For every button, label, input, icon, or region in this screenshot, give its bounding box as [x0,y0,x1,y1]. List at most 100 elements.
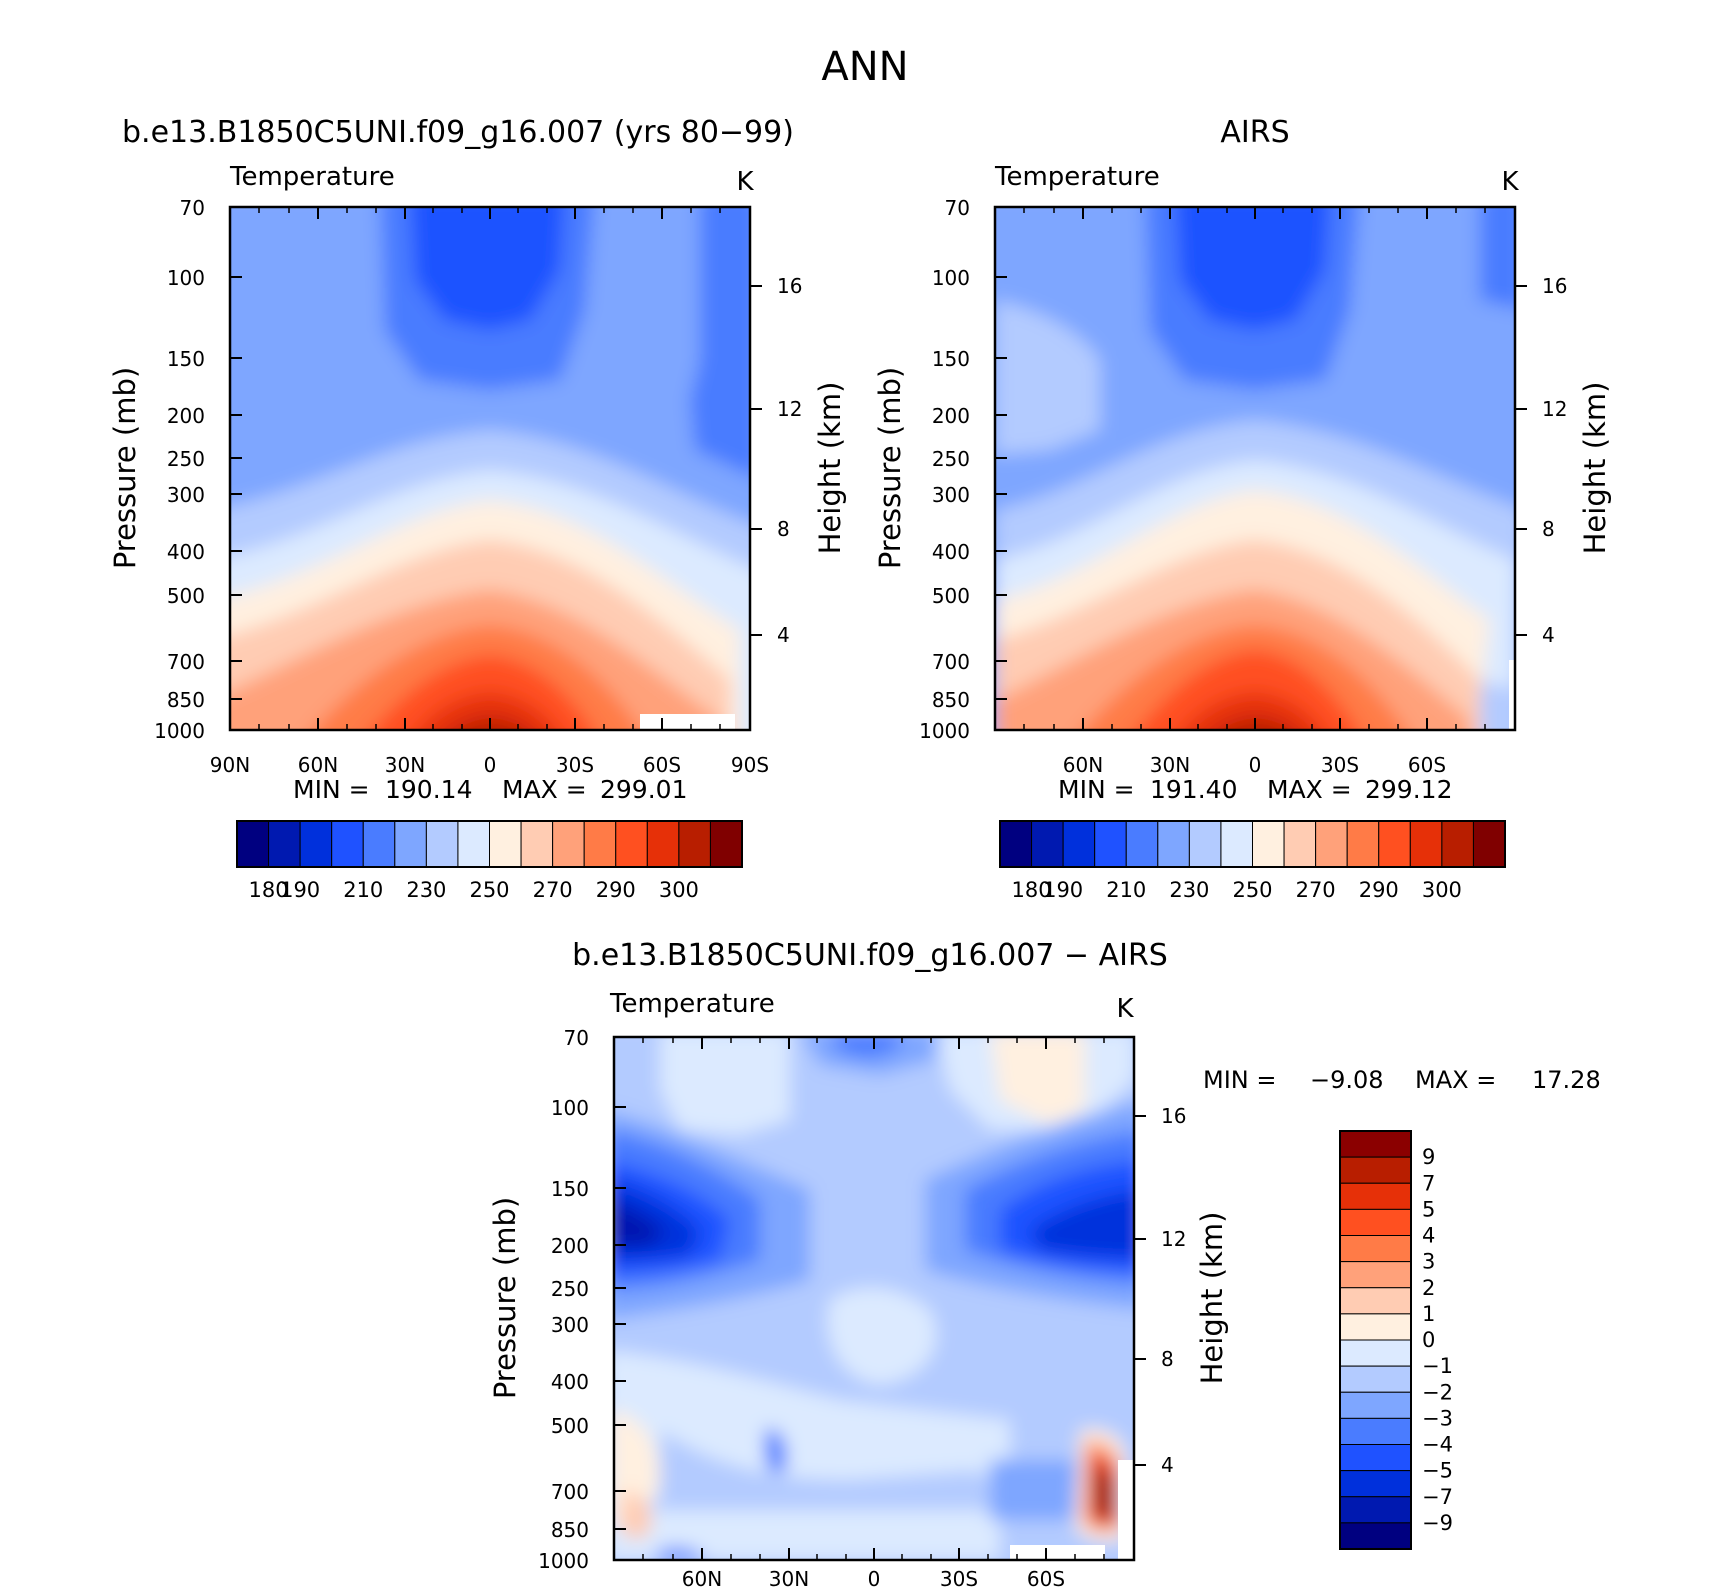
colorbar-swatch [394,820,427,868]
colorbar-swatch [425,820,459,868]
colorbar-swatch [1339,1261,1412,1289]
colorbar-swatch [268,820,301,868]
colorbar-label: 230 [406,878,446,902]
contour-fill-model-cold-core [410,207,564,330]
panel-airs: AIRS Temperature K [873,115,1612,902]
panel-model-min-value: 190.14 [385,775,472,804]
y-tick-label: 100 [551,1096,589,1120]
x-tick-label: 60N [1063,753,1103,777]
colorbar-swatch [1094,820,1127,868]
panel-difference-ticks [614,1036,1146,1561]
panel-model-min-label: MIN = [293,775,370,804]
x-tick-label: 30S [940,1567,978,1590]
colorbar-swatch [1339,1496,1412,1524]
y-tick-label: 500 [167,584,205,608]
colorbar-frame [236,820,743,868]
colorbar-label: 190 [1043,878,1083,902]
colorbar-swatch [678,820,711,868]
colorbar-swatch [1339,1182,1412,1210]
y-tick-label: 70 [564,1026,589,1050]
y-tick-label: 100 [167,266,205,290]
panel-airs-max-label: MAX = [1267,775,1352,804]
colorbar-label: 4 [1422,1224,1435,1248]
panel-airs-units: K [1501,167,1519,197]
colorbar-label: 300 [1422,878,1462,902]
colorbar-swatch [1339,1417,1412,1445]
panel-model-y-tick-labels: 70 100 150 200 250 300 400 500 700 850 1… [154,196,205,743]
panel-difference-max-value: 17.28 [1532,1066,1601,1094]
panel-airs-title: AIRS [1220,115,1289,150]
colorbar-label: −4 [1422,1433,1453,1457]
y-tick-label: 1000 [919,719,970,743]
colorbar-swatch [1031,820,1064,868]
colorbar-label: 1 [1422,1302,1435,1326]
height-tick-label: 8 [777,517,790,541]
colorbar-label: 7 [1422,1171,1435,1195]
y-tick-label: 150 [932,347,970,371]
colorbar-label: 3 [1422,1250,1435,1274]
colorbar-swatch [1409,820,1443,868]
x-tick-label: 0 [868,1567,881,1590]
contour-fill-diff-sh-surface-core [1095,1469,1114,1519]
y-tick-label: 850 [551,1518,589,1542]
panel-difference-contour-fills [614,1037,1134,1560]
colorbar-swatch [362,820,396,868]
x-tick-label: 30S [556,753,594,777]
panel-airs-contour-fills [995,207,1515,730]
x-tick-label: 30S [1321,753,1359,777]
x-tick-label: 0 [484,753,497,777]
panel-airs-min-label: MIN = [1058,775,1135,804]
panel-airs-missing-data [1509,660,1515,730]
panel-model-x-tick-labels: 90N 60N 30N 0 30S 60S 90S [210,753,769,777]
colorbar-swatch [331,820,364,868]
panel-difference-missing-data-edge [1118,1460,1134,1560]
colorbar-label: 270 [1296,878,1336,902]
colorbar-label: −5 [1422,1459,1453,1483]
colorbar-swatch [1252,820,1285,868]
x-tick-label: 60S [643,753,681,777]
y-tick-label: 70 [945,196,970,220]
contour-fill-airs-nh-warm [995,300,1100,455]
panel-difference-min-label: MIN = [1203,1066,1276,1094]
colorbar-label: −1 [1422,1354,1453,1378]
colorbar-label: 210 [1106,878,1146,902]
y-tick-label: 200 [551,1234,589,1258]
colorbar-swatch [1339,1444,1412,1472]
colorbar-swatch [457,820,490,868]
panel-airs-ticks [995,206,1527,731]
colorbar-label: 290 [596,878,636,902]
panel-airs-y-tick-labels: 70 100 150 200 250 300 400 500 700 850 1… [919,196,970,743]
colorbar-label: 250 [1232,878,1272,902]
colorbar-label: 190 [280,878,320,902]
contour-fill-diff-nh-core [614,1202,665,1248]
colorbar-swatch [1188,820,1222,868]
panel-model-missing-data [640,714,735,730]
colorbar-swatch [236,820,270,868]
colorbar-swatch [1339,1470,1412,1498]
height-tick-label: 8 [1161,1347,1174,1371]
y-tick-label: 1000 [538,1549,589,1573]
x-tick-label: 60S [1027,1567,1065,1590]
y-tick-label: 200 [167,404,205,428]
x-tick-label: 60N [298,753,338,777]
height-tick-label: 16 [1161,1104,1186,1128]
colorbar-swatch [1339,1156,1412,1184]
panel-difference-height-tick-labels: 16 12 8 4 [1161,1104,1186,1477]
panel-model-ticks [229,206,762,731]
panel-airs-x-tick-labels: 60N 30N 0 30S 60S [1063,753,1446,777]
colorbar-label: 290 [1359,878,1399,902]
x-tick-label: 60N [682,1567,722,1590]
colorbar-swatch [299,820,333,868]
x-tick-label: 0 [1249,753,1262,777]
colorbar-swatch [1346,820,1380,868]
panel-model-height-tick-labels: 16 12 8 4 [777,274,802,647]
y-tick-label: 300 [551,1313,589,1337]
colorbar-swatch [1339,1208,1412,1236]
colorbar-label: −7 [1422,1485,1453,1509]
contour-fill-diff-sh-upper-warm [991,1037,1085,1125]
panel-airs-ylabel-right: Height (km) [1578,382,1612,555]
